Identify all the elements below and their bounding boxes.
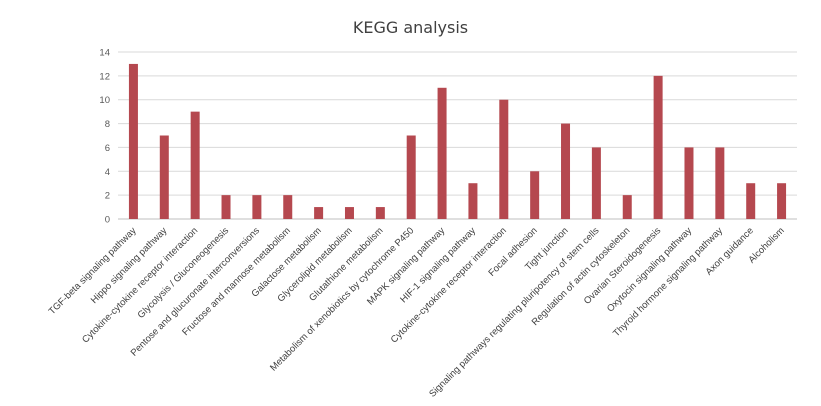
bar [159,135,169,219]
bar [530,171,540,219]
y-tick-label: 14 [99,48,110,59]
bar [406,135,416,219]
bar [252,195,262,219]
bar [221,195,231,219]
y-axis-tick-labels: 0 2 4 6 8 10 12 14 [99,48,110,226]
y-tick-label: 2 [105,191,110,202]
y-tick-label: 0 [105,215,110,226]
chart-title: KEGG analysis [352,18,469,37]
bar [746,183,756,219]
bar [715,147,725,219]
bar [314,207,324,219]
bar [777,183,787,219]
bar [190,111,200,219]
y-tick-label: 12 [99,71,110,82]
bar [375,207,385,219]
bar [437,87,447,220]
y-tick-label: 10 [99,95,110,106]
bar [653,75,663,219]
x-category-label: Metabolism of xenobiotics by cytochrome … [268,225,416,373]
bar [622,195,632,219]
bar [561,123,571,219]
bar [468,183,478,219]
bar [591,147,601,219]
bar [128,63,138,219]
gridlines [118,51,797,220]
bar [283,195,293,219]
bar [499,99,509,219]
y-tick-label: 4 [105,167,110,178]
y-tick-label: 8 [105,119,110,130]
bars [128,63,787,220]
y-tick-label: 6 [105,143,110,154]
bar [684,147,694,219]
bar [344,207,354,219]
